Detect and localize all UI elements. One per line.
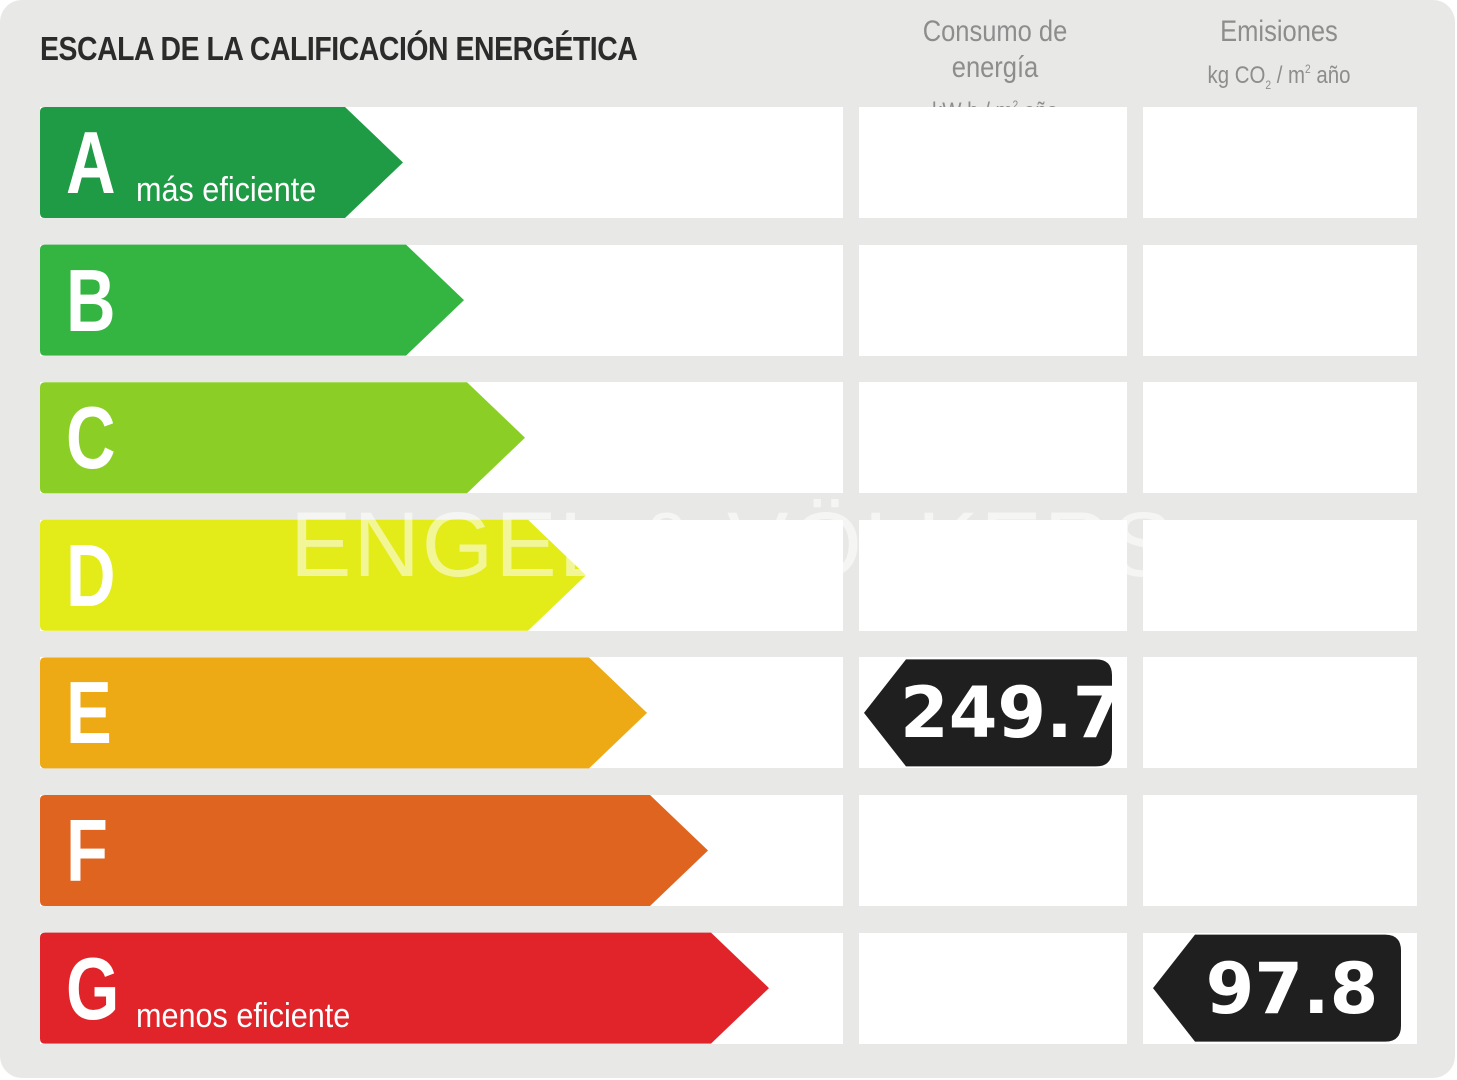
rating-letter-c: C — [66, 388, 116, 488]
consumo-cell-a — [859, 107, 1127, 218]
rating-letter-d: D — [66, 525, 116, 625]
rating-letter-b: B — [66, 250, 116, 350]
row-f-background — [40, 795, 843, 906]
row-e-background — [40, 657, 843, 769]
row-c-background — [40, 382, 843, 494]
emisiones-header-unit: kg CO2 / m2 año — [1207, 62, 1351, 92]
consumo-cell-g — [859, 932, 1127, 1044]
rating-letter-a: A — [66, 113, 116, 212]
watermark: ENGEL & VÖLKERS — [290, 494, 1176, 596]
rating-sublabel-g: menos eficiente — [136, 996, 351, 1035]
emisiones-header-title: Emisiones — [1220, 15, 1338, 48]
rating-sublabel-a: más eficiente — [136, 171, 317, 209]
consumo-cell-d — [859, 519, 1127, 631]
consumo-cell-b — [859, 244, 1127, 356]
emisiones-cell-c — [1143, 382, 1417, 494]
row-b-background — [40, 244, 843, 356]
chart-title: ESCALA DE LA CALIFICACIÓN ENERGÉTICA — [40, 30, 638, 67]
rating-letter-g: G — [66, 938, 120, 1038]
emisiones-cell-f — [1143, 795, 1417, 906]
consumo-value: 249.7 — [900, 672, 1122, 755]
emisiones-cell-d — [1143, 519, 1417, 631]
rating-letter-f: F — [66, 801, 108, 900]
emisiones-cell-b — [1143, 244, 1417, 356]
emisiones-column-header: Emisiones kg CO2 / m2 año — [1140, 14, 1418, 104]
consumo-cell-c — [859, 382, 1127, 494]
consumo-header-title: Consumo de energía — [922, 15, 1068, 84]
rating-letter-e: E — [66, 663, 112, 763]
emisiones-cell-a — [1143, 107, 1417, 218]
consumo-cell-f — [859, 795, 1127, 906]
emisiones-cell-e — [1143, 657, 1417, 769]
emisiones-value: 97.8 — [1205, 947, 1379, 1030]
